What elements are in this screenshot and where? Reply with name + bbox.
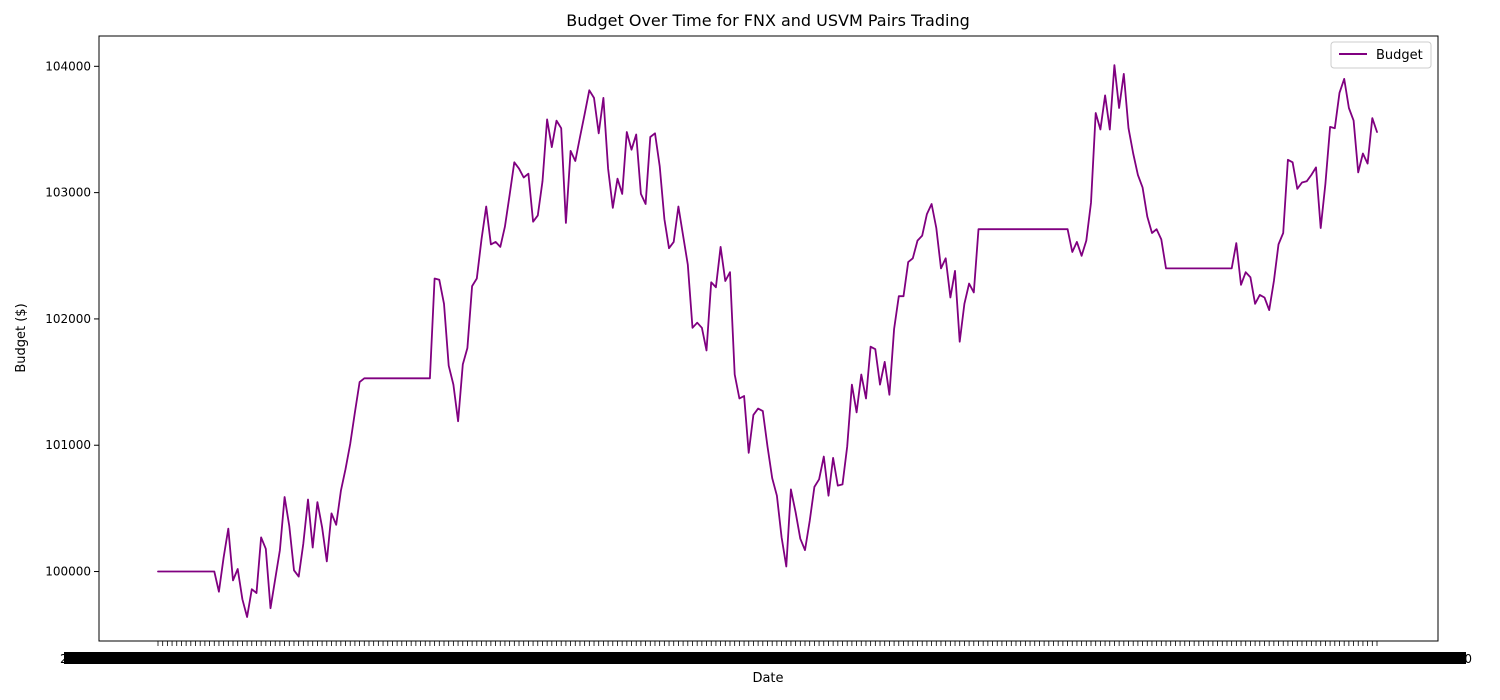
y-tick-label: 102000 <box>45 312 91 326</box>
y-tick-label: 101000 <box>45 438 91 452</box>
series-line-budget <box>157 64 1378 618</box>
chart-title: Budget Over Time for FNX and USVM Pairs … <box>566 11 970 30</box>
plot-frame <box>98 35 1439 642</box>
y-tick-label: 100000 <box>45 565 91 579</box>
y-axis-ticks: 100000 101000 102000 103000 104000 <box>45 59 99 579</box>
y-tick-label: 103000 <box>45 186 91 200</box>
x-tick-label-overlap-band <box>64 652 1466 664</box>
legend-label-budget: Budget <box>1376 48 1423 63</box>
y-tick-label: 104000 <box>45 59 91 73</box>
legend: Budget <box>1330 41 1432 69</box>
x-tick-label-cluster: 2022 1000 <box>60 652 1472 666</box>
x-axis-ticks <box>64 641 1466 664</box>
x-tick-label-left: 2022 <box>60 652 91 666</box>
legend-box <box>1330 41 1432 69</box>
y-axis-label: Budget ($) <box>14 303 29 372</box>
x-tick-label-right: 1000 <box>1441 652 1472 666</box>
x-axis-label: Date <box>752 671 783 686</box>
